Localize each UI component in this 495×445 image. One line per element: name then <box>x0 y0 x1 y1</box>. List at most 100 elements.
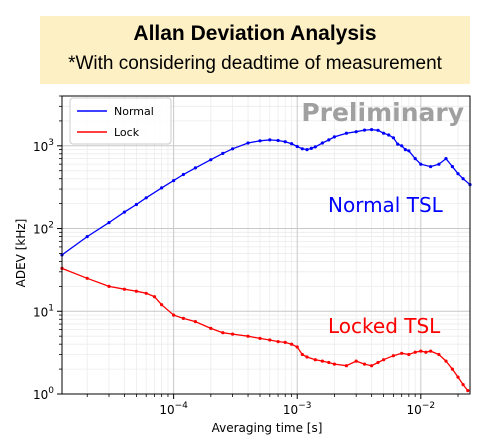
lock-data-point <box>181 316 185 320</box>
normal-data-point <box>172 179 176 183</box>
normal-data-point <box>362 128 367 132</box>
lock-data-point <box>134 289 138 293</box>
legend-normal-label: Normal <box>114 105 154 118</box>
normal-data-point <box>160 186 164 190</box>
title-banner: Allan Deviation Analysis *With consideri… <box>40 16 470 84</box>
legend-lock-label: Lock <box>114 126 140 139</box>
normal-data-point <box>437 162 441 166</box>
lock-data-point <box>344 364 348 368</box>
normal-data-point <box>290 142 294 146</box>
lock-data-point <box>172 313 176 317</box>
lock-data-point <box>313 358 317 362</box>
lock-data-point <box>424 350 428 354</box>
x-axis-label: Averaging time [s] <box>212 421 323 435</box>
normal-data-point <box>221 151 225 155</box>
normal-data-point <box>320 141 324 145</box>
normal-data-point <box>376 128 380 132</box>
lock-data-point <box>144 291 148 295</box>
lock-data-point <box>413 350 417 354</box>
lock-data-point <box>268 338 272 342</box>
lock-data-point <box>429 349 433 353</box>
normal-data-point <box>313 145 317 149</box>
locked-tsl-annotation: Locked TSL <box>328 314 441 338</box>
lock-data-point <box>466 389 470 393</box>
lock-data-point <box>407 352 411 357</box>
lock-data-point <box>283 340 287 344</box>
normal-tsl-annotation: Normal TSL <box>328 193 444 217</box>
normal-data-point <box>413 157 417 161</box>
lock-data-point <box>276 340 280 344</box>
lock-data-point <box>122 287 126 291</box>
legend: Normal Lock <box>69 97 172 145</box>
normal-data-point <box>450 165 454 169</box>
normal-data-point <box>246 141 250 145</box>
lock-data-point <box>370 364 374 368</box>
lock-data-point <box>290 342 294 346</box>
chart-title: Allan Deviation Analysis <box>133 22 377 45</box>
lock-data-point <box>391 354 395 358</box>
normal-data-point <box>332 135 336 139</box>
normal-data-point <box>295 144 299 149</box>
normal-data-point <box>181 172 185 177</box>
lock-data-point <box>295 345 299 349</box>
lock-data-point <box>107 284 111 288</box>
normal-data-point <box>382 131 386 135</box>
lock-data-point <box>354 359 358 363</box>
x-tick-label: 10−4 <box>159 401 188 417</box>
lock-data-point <box>332 362 336 366</box>
normal-data-point <box>354 130 358 134</box>
normal-data-point <box>444 157 448 161</box>
normal-data-point <box>461 177 465 181</box>
normal-data-point <box>268 138 272 142</box>
normal-data-point <box>85 235 89 239</box>
normal-data-point <box>209 158 213 162</box>
x-tick-label: 10−2 <box>407 401 436 417</box>
lock-data-point <box>450 367 454 371</box>
lock-data-point <box>437 352 441 357</box>
lock-data-point <box>400 351 404 355</box>
lock-data-point <box>362 362 367 366</box>
lock-data-point <box>258 336 262 340</box>
normal-data-point <box>344 131 348 135</box>
lock-data-point <box>300 352 304 357</box>
lock-data-point <box>160 303 164 307</box>
normal-data-point <box>403 148 407 152</box>
lock-data-point <box>246 334 250 338</box>
y-tick-label: 101 <box>33 303 54 319</box>
lock-data-point <box>221 331 225 335</box>
normal-data-point <box>387 133 391 137</box>
lock-data-point <box>376 360 380 365</box>
x-tick-label: 10−3 <box>283 401 312 417</box>
y-axis-label: ADEV [kHz] <box>14 219 28 288</box>
normal-data-point <box>231 147 235 151</box>
lock-data-point <box>382 358 386 362</box>
lock-data-point <box>193 320 197 324</box>
lock-data-point <box>85 276 89 280</box>
normal-data-point <box>327 138 331 142</box>
normal-data-point <box>144 196 148 200</box>
normal-data-point <box>300 147 304 151</box>
lock-data-point <box>461 383 465 387</box>
ticks-layer: 10−4 10−3 10−2 100 101 102 103 <box>33 95 459 417</box>
normal-data-point <box>107 221 111 225</box>
normal-data-point <box>391 136 395 140</box>
normal-data-point <box>456 172 460 176</box>
normal-data-point <box>400 144 404 148</box>
y-tick-label: 102 <box>33 221 54 237</box>
chart-subtitle: *With considering deadtime of measuremen… <box>68 53 442 74</box>
normal-data-point <box>407 149 411 153</box>
lock-data-point <box>152 295 157 299</box>
normal-data-point <box>193 166 197 170</box>
lock-data-point <box>231 332 235 336</box>
normal-data-point <box>134 202 138 207</box>
normal-data-point <box>396 142 400 146</box>
normal-data-point <box>370 128 374 132</box>
lock-data-point <box>444 359 448 363</box>
normal-data-point <box>283 140 287 144</box>
lock-data-point <box>327 360 331 365</box>
normal-data-point <box>122 210 126 214</box>
normal-data-point <box>276 138 280 143</box>
lock-data-point <box>456 375 460 379</box>
y-tick-label: 100 <box>33 386 54 402</box>
